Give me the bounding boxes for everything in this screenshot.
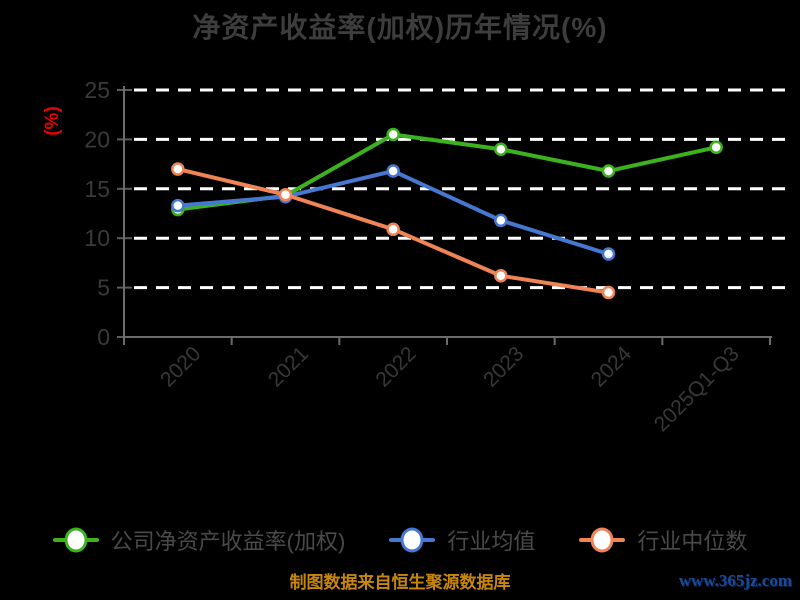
legend-marker-orange-icon [579, 527, 626, 553]
legend: 公司净资产收益率(加权) 行业均值 行业中位数 [0, 524, 800, 556]
series-1-point[interactable] [171, 198, 185, 213]
series-2-point[interactable] [494, 268, 508, 283]
website-watermark[interactable]: www.365jz.com [678, 571, 792, 590]
legend-item-company-roe[interactable]: 公司净资产收益率(加权) [52, 524, 346, 556]
series-2-point[interactable] [171, 162, 185, 176]
legend-marker-blue-icon [389, 527, 436, 553]
series-0-point[interactable] [601, 164, 616, 178]
y-tick-label: 5 [97, 275, 110, 301]
legend-marker-green-icon [52, 527, 99, 553]
legend-label-company-roe: 公司净资产收益率(加权) [110, 529, 346, 554]
chart-title: 净资产收益率(加权)历年情况(%) [192, 12, 608, 43]
x-tick-label: 2023 [479, 342, 528, 391]
series-1-point[interactable] [494, 213, 508, 228]
y-tick-label: 0 [97, 324, 110, 350]
series-0-point[interactable] [709, 140, 723, 155]
x-tick-label: 2022 [371, 342, 420, 391]
x-tick-label: 2021 [264, 342, 313, 391]
y-tick-label: 20 [84, 126, 110, 152]
series-2-point[interactable] [278, 187, 293, 202]
series-0-point[interactable] [386, 127, 400, 142]
y-tick-label: 10 [84, 225, 110, 251]
legend-item-industry-median[interactable]: 行业中位数 [579, 524, 747, 556]
legend-item-industry-mean[interactable]: 行业均值 [389, 524, 535, 556]
series-2-point[interactable] [386, 222, 400, 237]
x-tick-label: 2020 [156, 342, 205, 391]
y-tick-label: 15 [84, 176, 110, 202]
series-2-point[interactable] [601, 285, 616, 300]
series-0-point[interactable] [494, 142, 508, 157]
data-source-note: 制图数据来自恒生聚源数据库 [289, 573, 511, 592]
legend-label-industry-mean: 行业均值 [447, 529, 536, 554]
series-1-point[interactable] [386, 164, 400, 178]
series-1-point[interactable] [601, 247, 616, 261]
y-tick-label: 25 [84, 77, 110, 103]
legend-label-industry-median: 行业中位数 [637, 529, 748, 554]
x-tick-label: 2024 [587, 342, 637, 392]
x-tick-label: 2025Q1-Q3 [650, 342, 744, 436]
